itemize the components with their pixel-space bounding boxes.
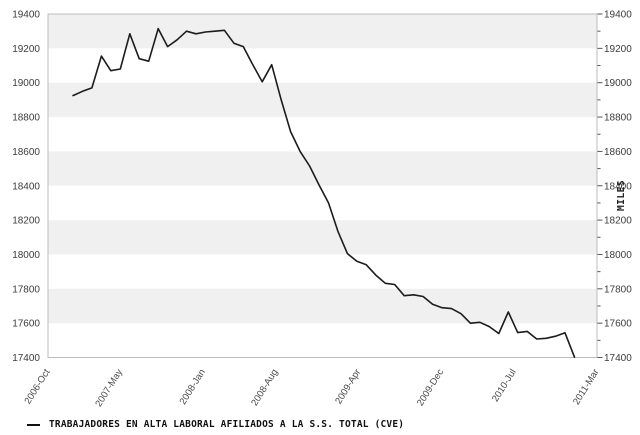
y-axis-label-left: 19000 [12,78,40,89]
y-axis-label-right: 17600 [604,319,632,330]
x-axis-label: 2009-Apr [333,367,363,406]
plot-band [48,151,597,186]
plot-bands [48,14,597,358]
y-axis-label-right: 17400 [604,353,632,364]
y-axis-label-left: 19400 [12,10,40,21]
y-axis-label-left: 19200 [12,44,40,55]
plot-band [48,220,597,255]
legend: TRABAJADORES EN ALTA LABORAL AFILIADOS A… [27,419,404,430]
x-axis-label: 2008-Aug [249,367,280,408]
plot-band [48,82,597,118]
plot-band [48,288,597,324]
y-axis-label-right: 19000 [604,78,632,89]
y-axis-label-left: 18800 [12,113,40,124]
y-axis-label-left: 18200 [12,216,40,227]
x-axis-label: 2010-Jul [490,367,519,404]
x-axis-label: 2006-Oct [23,367,53,406]
y-axis-label-right: 19200 [604,44,632,55]
y-axis-label-left: 18000 [12,250,40,261]
y-axis-label-right: 18000 [604,250,632,261]
y-axis-label-right: 18400 [604,181,632,192]
y-axis-label-right: 19400 [604,10,632,21]
y-axis-label-left: 17800 [12,284,40,295]
series-layer [72,27,576,359]
y-axis-label-right: 17800 [604,284,632,295]
y-axis-label-left: 17600 [12,319,40,330]
y-axis-label-left: 18600 [12,147,40,158]
x-axis-label: 2007-May [93,367,125,409]
y-axis-label-left: 18400 [12,181,40,192]
plot-border [47,13,598,358]
y-axis-label-left: 17400 [12,353,40,364]
legend-label: TRABAJADORES EN ALTA LABORAL AFILIADOS A… [49,419,405,430]
y-axis-label-right: 18200 [604,216,632,227]
x-axis-label: 2008-Jan [178,367,208,406]
plot-band [48,14,597,49]
x-axis-label: 2009-Dec [415,367,446,408]
y-axis-label-right: 18800 [604,113,632,124]
data-series-line [72,27,576,359]
y-axis-label-right: 18600 [604,147,632,158]
x-axis-label: 2011-Mar [571,367,602,407]
legend-line-icon [27,424,40,426]
y-axis-title-right: MILES [616,180,627,211]
